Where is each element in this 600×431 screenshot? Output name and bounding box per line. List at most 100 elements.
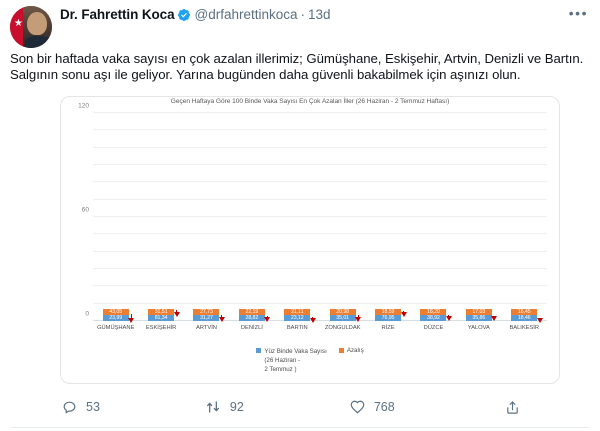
retweet-icon <box>206 401 219 413</box>
bar-stack: 27,73 31,27 <box>193 309 225 322</box>
bar-segment-azalis: 22,19 <box>238 309 265 315</box>
bar-segment-vaka: 76,95 <box>375 315 402 321</box>
bar-segment-azalis: 17,03 <box>465 309 492 315</box>
reply-button[interactable]: 53 <box>62 400 100 415</box>
legend-label-vaka: Yüz Binde Vaka Sayısı (26 Haziran - 2 Te… <box>264 347 326 374</box>
bar-segment-azalis: 43,05 <box>102 309 129 315</box>
bar-value-label: 22,19 <box>245 309 259 315</box>
handle[interactable]: @drfahrettinkoca <box>194 7 298 22</box>
tweet-header: ★ Dr. Fahrettin Koca @drfahrettinkoca · … <box>10 6 590 48</box>
chart-x-axis-labels: GÜMÜŞHANE ESKİŞEHİR ARTVİN DENİZLİ BARTIN ZON… <box>93 325 547 331</box>
bar-stack: 16,45 18,46 <box>511 309 543 323</box>
bar-segment-azalis: 27,73 <box>193 309 220 315</box>
grid-line <box>93 112 547 113</box>
chart-image[interactable]: Geçen Haftaya Göre 100 Binde Vaka Sayısı… <box>60 96 560 384</box>
reply-count: 53 <box>86 400 100 414</box>
grid-line <box>93 216 547 217</box>
decrease-arrow-icon <box>218 315 225 322</box>
y-axis-tick-label: 0 <box>85 310 89 318</box>
decrease-arrow-icon <box>264 315 271 323</box>
divider <box>10 427 590 428</box>
bar-segment-vaka: 31,27 <box>193 315 220 321</box>
author-row: Dr. Fahrettin Koca @drfahrettinkoca · 13… <box>60 7 590 23</box>
bar-stack: 31,51 81,34 <box>148 309 180 321</box>
x-axis-label: BALIKESİR <box>509 325 539 331</box>
x-axis-label: ESKİŞEHİR <box>145 325 177 331</box>
tweet-text: Son bir haftada vaka sayısı en çok azala… <box>10 51 584 83</box>
grid-line <box>93 302 547 304</box>
bar-group: 18,59 76,95 <box>367 113 408 321</box>
grid-line <box>93 181 547 183</box>
legend-label-vaka-line3: 2 Temmuz ) <box>264 366 297 373</box>
bar-value-label: 28,82 <box>245 315 259 321</box>
grid-line <box>93 146 547 148</box>
bar-value-label: 76,95 <box>381 315 395 321</box>
bar-value-label: 18,46 <box>517 315 531 321</box>
grid-line <box>93 164 547 165</box>
flag-background <box>10 6 26 48</box>
grid-line <box>93 198 547 200</box>
bar-segment-vaka: 23,99 <box>102 315 129 321</box>
legend-label-azalis: Azalış <box>346 347 364 354</box>
grid-line <box>93 285 547 287</box>
x-axis-label: BARTIN <box>286 325 308 331</box>
bar-group: 16,45 18,46 <box>504 113 545 323</box>
bar-group: 31,51 81,34 <box>140 113 181 321</box>
bar-segment-azalis: 20,98 <box>329 309 356 315</box>
share-button[interactable] <box>505 400 529 415</box>
x-axis-label: DÜZCE <box>423 325 444 331</box>
like-button[interactable]: 768 <box>350 400 395 415</box>
heart-icon <box>350 400 365 413</box>
grid-line <box>93 268 547 269</box>
chart-bars: 43,05 23,99 31,51 81,34 27,73 31,27 22,19 28,82… <box>93 113 547 324</box>
bar-segment-vaka: 81,34 <box>148 315 175 321</box>
decrease-arrow-icon <box>355 315 362 322</box>
bar-segment-azalis: 21,11 <box>284 309 311 315</box>
bar-stack: 17,03 35,86 <box>465 309 498 321</box>
decrease-arrow-icon <box>309 316 316 324</box>
timestamp[interactable]: 13d <box>308 7 331 22</box>
bar-group: 22,19 28,82 <box>231 113 272 323</box>
bar-group: 43,05 23,99 <box>95 113 136 324</box>
bar-segment-vaka: 35,86 <box>465 315 492 321</box>
legend-label-vaka-line1: Yüz Binde Vaka Sayısı <box>264 348 327 355</box>
x-axis-label: DENİZLİ <box>240 325 263 331</box>
bar-stack: 22,19 28,82 <box>238 309 271 323</box>
chart-plot-area: 0 60 120 43,05 23,99 31,51 81,34 27,73 31,27 22,1… <box>78 103 547 324</box>
tweet-header-text: Dr. Fahrettin Koca @drfahrettinkoca · 13… <box>60 6 590 23</box>
bar-stack: 43,05 23,99 <box>102 309 135 324</box>
decrease-arrow-icon <box>173 309 180 318</box>
bar-group: 18,20 38,92 <box>413 113 454 321</box>
avatar[interactable]: ★ <box>10 6 52 48</box>
bar-stack: 18,20 38,92 <box>420 309 452 321</box>
bar-segment-azalis: 18,59 <box>375 309 402 315</box>
bar-value-label: 38,92 <box>427 315 440 321</box>
bar-value-label: 21,11 <box>291 309 304 315</box>
x-axis-label: GÜMÜŞHANE <box>97 325 135 331</box>
legend-item-azalis: Azalış <box>338 347 364 354</box>
bar-value-label: 43,05 <box>109 309 123 315</box>
bar-value-label: 23,99 <box>109 315 123 321</box>
verified-badge-icon <box>177 8 191 22</box>
x-axis-label: ARTVİN <box>196 325 217 331</box>
display-name[interactable]: Dr. Fahrettin Koca <box>60 7 175 22</box>
y-axis-tick-label: 120 <box>78 102 89 110</box>
bar-segment-azalis: 18,20 <box>420 309 447 315</box>
more-options-icon[interactable]: ••• <box>568 5 588 21</box>
bar-value-label: 18,20 <box>427 309 440 315</box>
retweet-button[interactable]: 92 <box>205 399 244 415</box>
legend-swatch-blue <box>256 348 262 353</box>
decrease-arrow-icon <box>491 315 498 321</box>
legend-swatch-orange <box>338 348 344 353</box>
bar-value-label: 20,98 <box>336 309 350 315</box>
chart-title: Geçen Haftaya Göre 100 Binde Vaka Sayısı… <box>170 98 450 105</box>
x-axis-label: YALOVA <box>467 325 490 331</box>
decrease-arrow-icon <box>445 315 452 321</box>
x-axis-label: RİZE <box>381 325 395 331</box>
bar-value-label: 31,51 <box>154 309 168 315</box>
bar-value-label: 27,73 <box>200 309 213 315</box>
bar-group: 20,98 35,01 <box>322 113 363 322</box>
share-icon <box>506 400 518 414</box>
bar-group: 21,11 23,12 <box>277 113 318 324</box>
